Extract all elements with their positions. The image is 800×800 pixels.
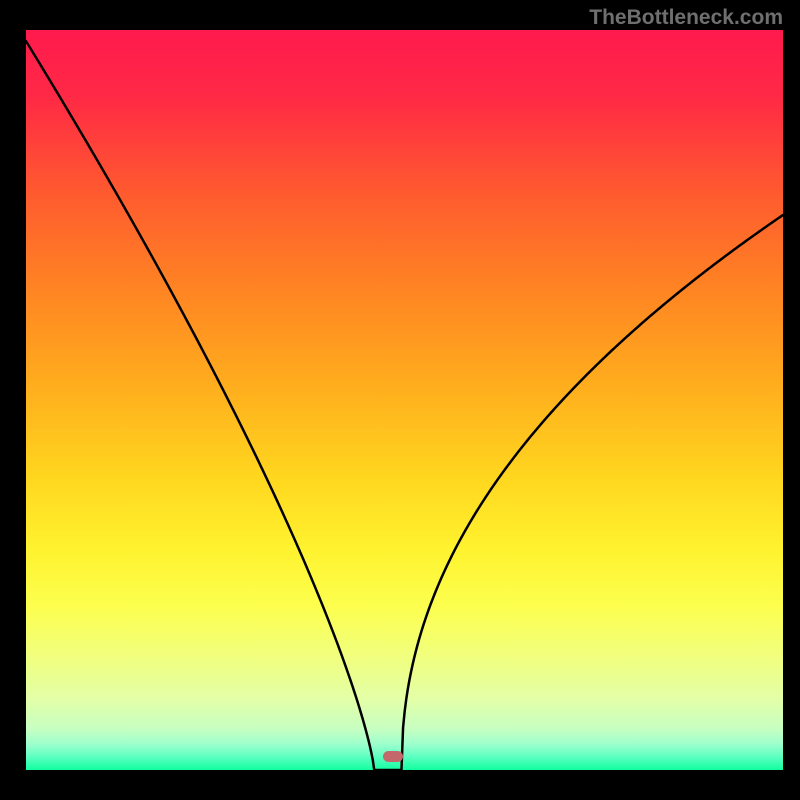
plot-area	[26, 30, 783, 770]
bottleneck-marker	[383, 751, 403, 762]
bottleneck-curve	[26, 30, 783, 770]
watermark-text: TheBottleneck.com	[589, 6, 783, 30]
chart-container: { "canvas": { "width": 800, "height": 80…	[0, 0, 800, 800]
